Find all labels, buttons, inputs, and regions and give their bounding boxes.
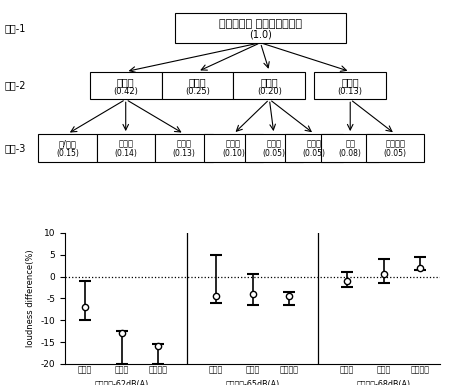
Text: 수준-1: 수준-1 (4, 23, 26, 33)
Bar (245, 134, 303, 162)
Text: (0.05): (0.05) (262, 149, 286, 159)
Text: 교통소음-65dB(A): 교통소음-65dB(A) (225, 379, 280, 385)
Text: 이벤트: 이벤트 (266, 140, 282, 149)
Text: (0.15): (0.15) (56, 149, 79, 159)
Text: (0.05): (0.05) (383, 149, 407, 159)
Text: (0.05): (0.05) (303, 149, 326, 159)
Bar (162, 72, 233, 99)
Text: (0.20): (0.20) (257, 87, 282, 96)
Text: 어린이: 어린이 (226, 140, 241, 149)
Bar (314, 72, 386, 99)
Text: 음악: 음악 (345, 140, 355, 149)
Bar (285, 134, 343, 162)
Bar (366, 134, 424, 162)
Text: (1.0): (1.0) (249, 29, 272, 39)
Text: (0.14): (0.14) (114, 149, 137, 159)
Text: (0.08): (0.08) (339, 149, 361, 159)
Bar (321, 134, 379, 162)
Text: 나뭇잎: 나뭇잎 (118, 140, 133, 149)
Text: 교통소음-68dB(A): 교통소음-68dB(A) (357, 379, 411, 385)
Text: 수준-2: 수준-2 (4, 80, 26, 90)
Text: 알림방송: 알림방송 (385, 140, 405, 149)
Text: 인공음: 인공음 (341, 77, 359, 87)
Bar (155, 134, 213, 162)
Bar (204, 134, 263, 162)
Y-axis label: loudness difference(%): loudness difference(%) (26, 249, 35, 347)
Text: 물소리: 물소리 (176, 140, 192, 149)
Bar (90, 72, 162, 99)
Text: (0.25): (0.25) (185, 87, 210, 96)
Text: (0.13): (0.13) (338, 87, 363, 96)
Bar (233, 72, 305, 99)
Bar (175, 13, 346, 43)
Bar (38, 134, 97, 162)
Text: 교통소음-62dB(A): 교통소음-62dB(A) (94, 379, 149, 385)
Text: 사람들: 사람들 (307, 140, 322, 149)
Text: 새/벌레: 새/벌레 (58, 140, 76, 149)
Text: 도시공원의 사운드스케이프: 도시공원의 사운드스케이프 (219, 19, 302, 29)
Text: 자연음: 자연음 (117, 77, 135, 87)
Text: 조용함: 조용함 (189, 77, 207, 87)
Text: 수준-3: 수준-3 (4, 143, 26, 153)
Text: (0.42): (0.42) (113, 87, 138, 96)
Text: (0.10): (0.10) (222, 149, 245, 159)
Text: 생활음: 생활음 (260, 77, 278, 87)
Bar (97, 134, 155, 162)
Text: (0.13): (0.13) (173, 149, 195, 159)
